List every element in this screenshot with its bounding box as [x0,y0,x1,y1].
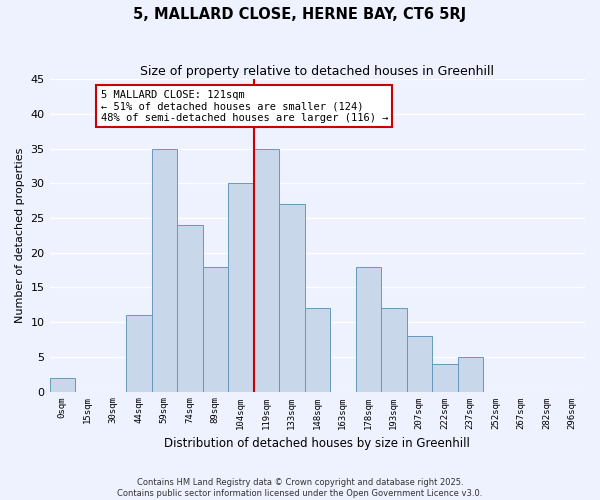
Title: Size of property relative to detached houses in Greenhill: Size of property relative to detached ho… [140,65,494,78]
Bar [203,266,228,392]
Text: 5 MALLARD CLOSE: 121sqm
← 51% of detached houses are smaller (124)
48% of semi-d: 5 MALLARD CLOSE: 121sqm ← 51% of detache… [101,90,388,123]
Bar [432,364,458,392]
Bar [407,336,432,392]
Bar [458,357,483,392]
Bar [126,315,152,392]
Bar [381,308,407,392]
Bar [305,308,330,392]
Bar [152,148,177,392]
Bar [254,148,279,392]
Bar [279,204,305,392]
Y-axis label: Number of detached properties: Number of detached properties [15,148,25,323]
Bar [177,225,203,392]
Bar [356,266,381,392]
Bar [50,378,75,392]
Text: 5, MALLARD CLOSE, HERNE BAY, CT6 5RJ: 5, MALLARD CLOSE, HERNE BAY, CT6 5RJ [133,8,467,22]
Text: Contains HM Land Registry data © Crown copyright and database right 2025.
Contai: Contains HM Land Registry data © Crown c… [118,478,482,498]
X-axis label: Distribution of detached houses by size in Greenhill: Distribution of detached houses by size … [164,437,470,450]
Bar [228,184,254,392]
